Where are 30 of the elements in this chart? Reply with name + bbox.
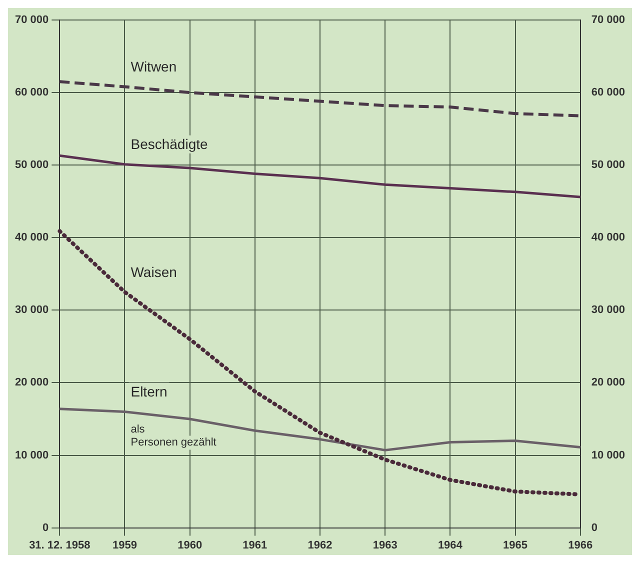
x-tick-label: 1964	[438, 539, 464, 552]
y-tick-label: 0	[42, 522, 49, 534]
y2-tick-label: 30 000	[591, 304, 626, 316]
x-tick-label: 1963	[372, 539, 398, 552]
x-tick-label: 1959	[112, 539, 137, 552]
series-label: Eltern	[130, 384, 168, 400]
y-tick-label: 30 000	[14, 304, 49, 316]
series-label: Waisen	[130, 264, 177, 280]
y-tick-label: 60 000	[14, 86, 49, 99]
y2-tick-label: 10 000	[591, 449, 626, 462]
y-tick-label: 50 000	[14, 159, 49, 172]
series-label: Witwen	[130, 58, 177, 75]
y-tick-label: 40 000	[14, 232, 49, 244]
y2-tick-label: 60 000	[591, 86, 626, 99]
y-tick-label: 70 000	[14, 14, 49, 26]
y2-tick-label: 40 000	[591, 232, 626, 244]
x-tick-label: 1962	[308, 539, 332, 552]
x-tick-label: 1960	[178, 539, 202, 552]
x-tick-label: 1965	[503, 539, 528, 552]
y2-tick-label: 50 000	[591, 159, 626, 172]
annotation: als Personen gezählt	[130, 423, 216, 448]
x-tick-label: 1961	[242, 539, 268, 552]
series-label: Beschädigte	[130, 136, 208, 152]
y2-tick-label: 20 000	[591, 376, 626, 389]
y2-tick-label: 70 000	[591, 14, 626, 26]
y-tick-label: 20 000	[14, 376, 49, 389]
x-tick-label: 31. 12. 1958	[29, 539, 90, 552]
x-tick-label: 1966	[568, 539, 593, 552]
y2-tick-label: 0	[591, 522, 598, 534]
y-tick-label: 10 000	[14, 449, 49, 462]
